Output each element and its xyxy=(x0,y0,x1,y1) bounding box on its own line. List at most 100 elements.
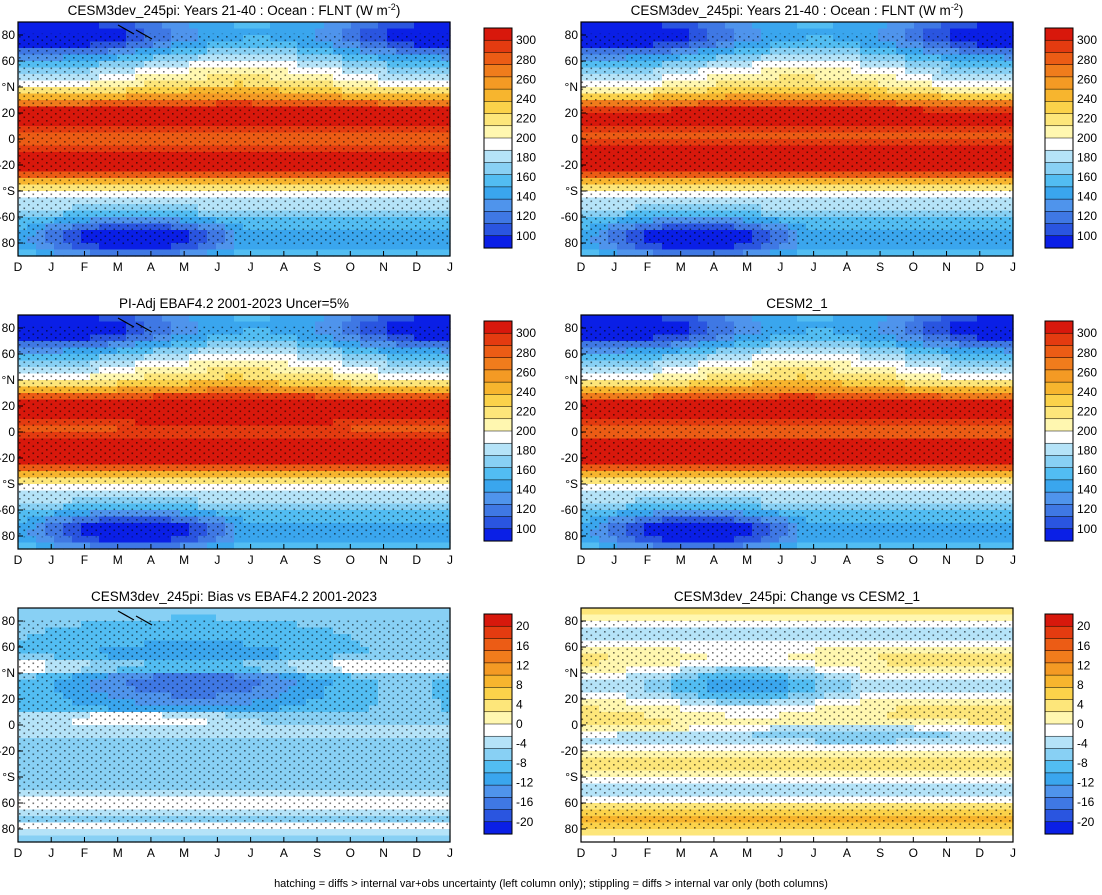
heatmap-cell xyxy=(914,22,924,30)
y-tick-label: °N xyxy=(565,80,578,94)
heatmap-cell xyxy=(977,22,987,30)
heatmap-cell xyxy=(126,243,136,251)
heatmap-cell xyxy=(216,22,226,30)
heatmap-cell xyxy=(171,28,181,36)
heatmap-cell xyxy=(689,28,699,36)
heatmap-cell xyxy=(716,249,726,257)
colorbar-swatch xyxy=(483,64,513,78)
heatmap-cell xyxy=(644,243,654,251)
heatmap-cell xyxy=(63,542,73,550)
heatmap-cell xyxy=(590,28,600,36)
heatmap-cell xyxy=(887,249,897,257)
heatmap-cell xyxy=(914,249,924,257)
heatmap-cell xyxy=(369,22,379,30)
colorbar-swatch xyxy=(483,52,513,66)
heatmap-cell xyxy=(342,315,352,323)
heatmap-cell xyxy=(243,249,253,257)
heatmap-cell xyxy=(54,28,64,36)
heatmap-cell xyxy=(360,243,370,251)
heatmap-cell xyxy=(279,315,289,323)
x-tick-label: D xyxy=(14,260,23,274)
heatmap-cell xyxy=(126,536,136,544)
heatmap-cell xyxy=(617,243,627,251)
colorbar-label: 300 xyxy=(516,33,536,47)
heatmap-cell xyxy=(959,28,969,36)
heatmap-cell xyxy=(216,321,226,329)
heatmap-cell xyxy=(54,321,64,329)
heatmap-cell xyxy=(108,22,118,30)
heatmap-cell xyxy=(396,22,406,30)
heatmap-cell xyxy=(770,243,780,251)
heatmap-cell xyxy=(644,249,654,257)
heatmap-cell xyxy=(851,28,861,36)
heatmap-cell xyxy=(144,536,154,544)
heatmap-cell xyxy=(860,243,870,251)
heatmap-cell xyxy=(770,28,780,36)
colorbar-swatch xyxy=(1044,101,1074,115)
heatmap-cell xyxy=(387,243,397,251)
heatmap-cell xyxy=(18,542,28,550)
heatmap-cell xyxy=(135,315,145,323)
heatmap-cell xyxy=(941,22,951,30)
heatmap-cell xyxy=(851,22,861,30)
heatmap-cell xyxy=(324,321,334,329)
heatmap-cell xyxy=(36,536,46,544)
y-tick-label: -20 xyxy=(561,158,579,172)
heatmap-cell xyxy=(216,315,226,323)
heatmap-cell xyxy=(99,315,109,323)
heatmap-cell xyxy=(806,249,816,257)
heatmap-cell xyxy=(216,249,226,257)
y-tick-label: °S xyxy=(565,184,578,198)
x-tick-label: A xyxy=(280,260,288,274)
heatmap-cell xyxy=(878,243,888,251)
heatmap-cell xyxy=(959,22,969,30)
heatmap-cell xyxy=(189,22,199,30)
heatmap-cell xyxy=(198,243,208,251)
heatmap-cell xyxy=(63,243,73,251)
heatmap-cell xyxy=(414,243,424,251)
colorbar-label: 140 xyxy=(516,190,536,204)
heatmap-cell xyxy=(342,542,352,550)
heatmap-cell xyxy=(689,249,699,257)
heatmap-cell xyxy=(45,22,55,30)
heatmap-cell xyxy=(18,249,28,257)
heatmap-cell xyxy=(833,243,843,251)
heatmap-cell xyxy=(288,321,298,329)
heatmap-cell xyxy=(932,249,942,257)
heatmap-cell xyxy=(797,22,807,30)
heatmap-cell xyxy=(27,542,37,550)
heatmap-cell xyxy=(270,542,280,550)
heatmap-cell xyxy=(162,542,172,550)
heatmap-cell xyxy=(225,249,235,257)
heatmap-cell xyxy=(662,249,672,257)
colorbar-swatch xyxy=(483,162,513,176)
heatmap-cell xyxy=(117,28,127,36)
heatmap-cell xyxy=(432,22,442,30)
heatmap-cell xyxy=(743,249,753,257)
heatmap-cell xyxy=(72,542,82,550)
colorbar-label: 200 xyxy=(1077,131,1097,145)
heatmap-cell xyxy=(252,536,262,544)
heatmap-cell xyxy=(315,28,325,36)
heatmap-cell xyxy=(977,243,987,251)
heatmap-cell xyxy=(923,22,933,30)
heatmap-cell xyxy=(405,249,415,257)
colorbar-swatch xyxy=(483,137,513,151)
heatmap-cell xyxy=(342,28,352,36)
heatmap-cell xyxy=(869,243,879,251)
heatmap-cell xyxy=(45,315,55,323)
y-tick-label: 60 xyxy=(2,54,16,68)
heatmap-cell xyxy=(950,243,960,251)
heatmap-cell xyxy=(387,22,397,30)
heatmap-cell xyxy=(90,243,100,251)
heatmap-cell xyxy=(99,22,109,30)
heatmap-cell xyxy=(162,28,172,36)
heatmap-cell xyxy=(36,28,46,36)
heatmap-cell xyxy=(896,243,906,251)
heatmap-cell xyxy=(351,22,361,30)
heatmap-cell xyxy=(81,321,91,329)
heatmap-cell xyxy=(216,28,226,36)
y-tick-label: 80 xyxy=(565,28,579,42)
heatmap-cell xyxy=(54,542,64,550)
heatmap-cell xyxy=(261,22,271,30)
